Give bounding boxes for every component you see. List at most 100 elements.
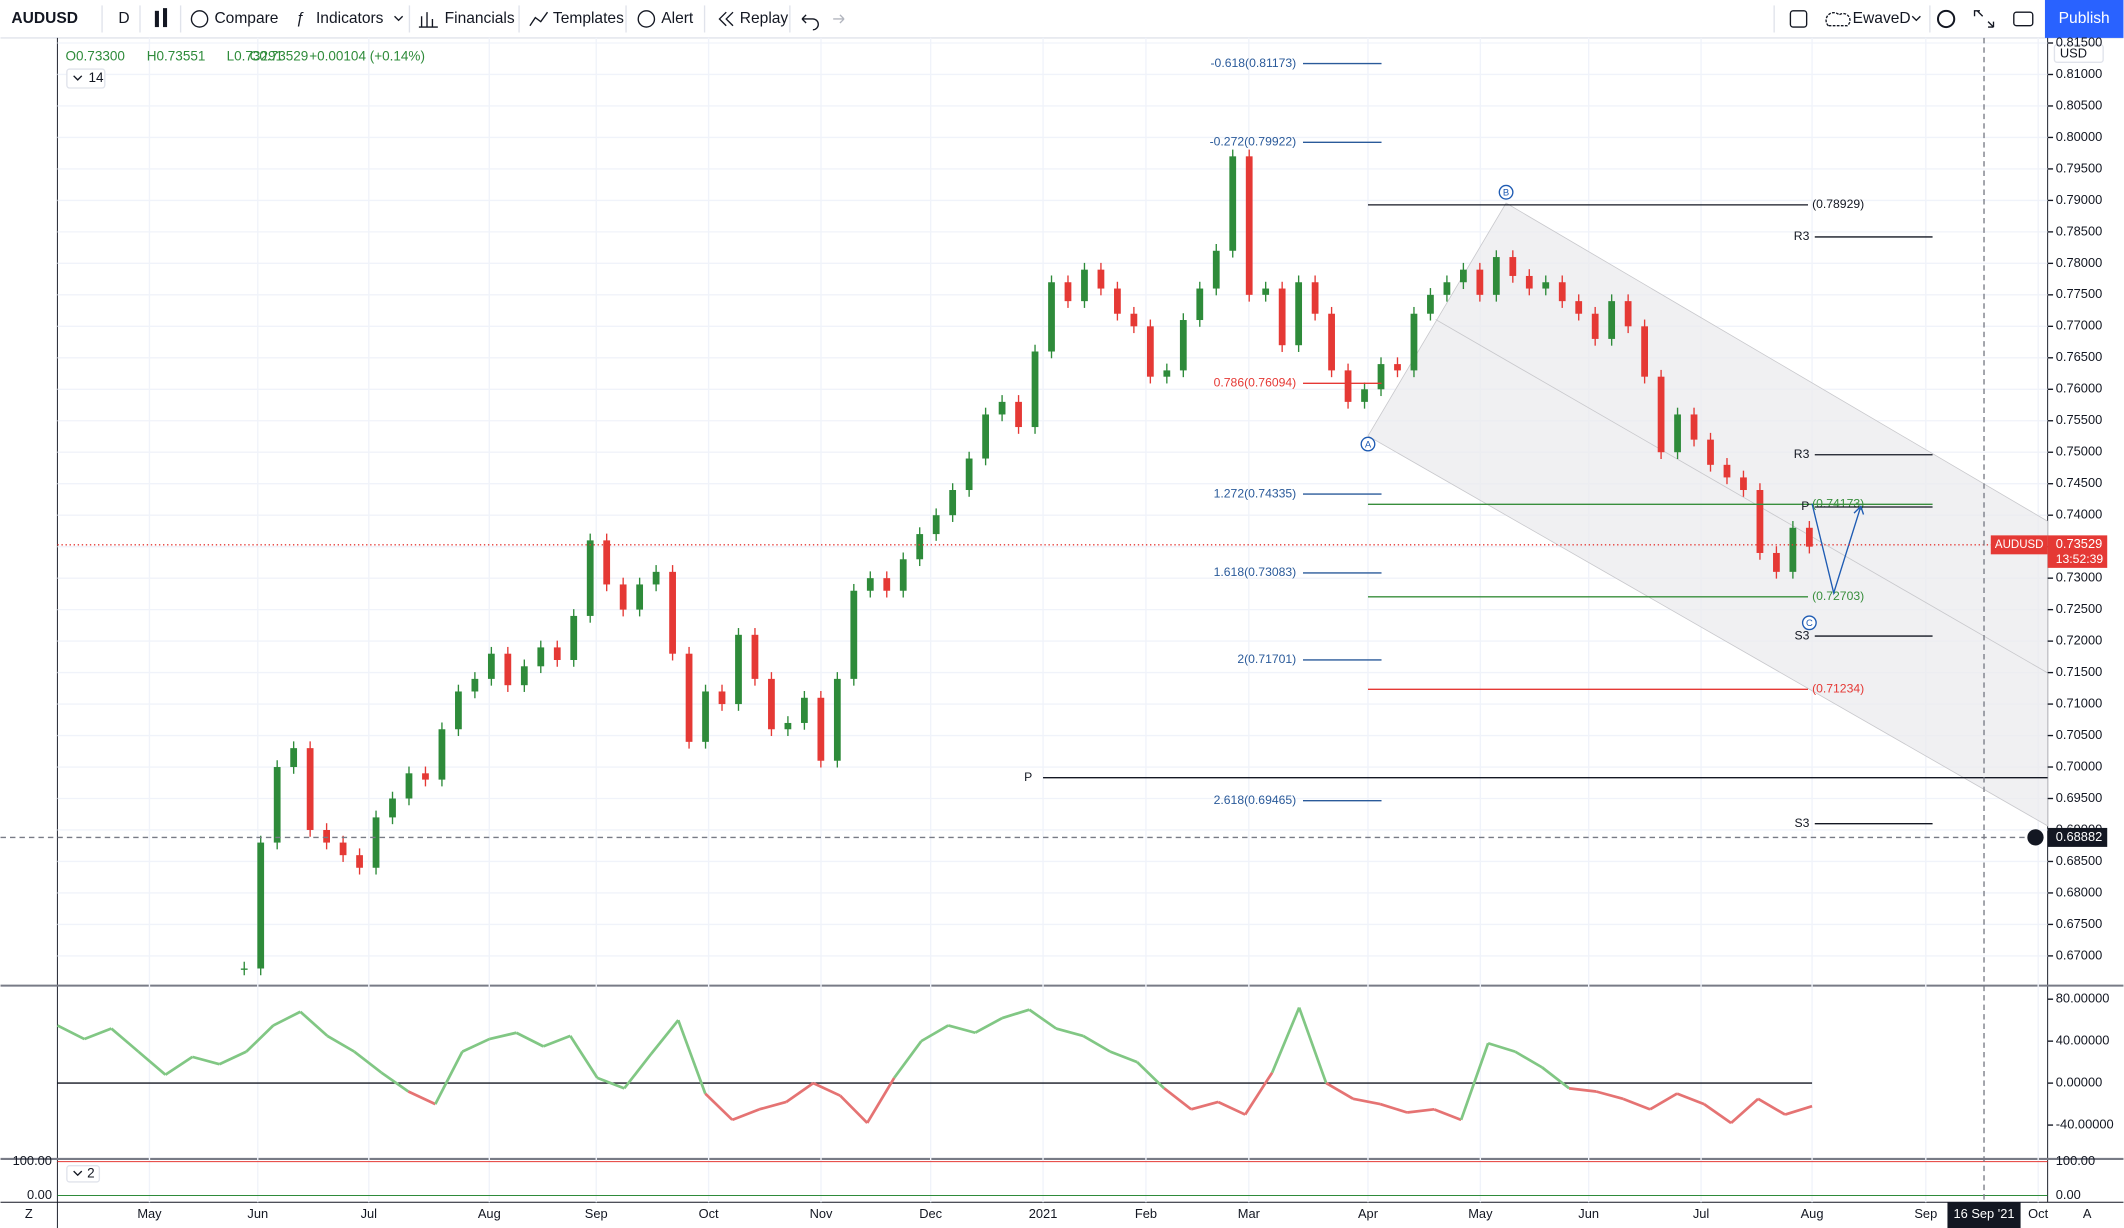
indicators-icon: ƒ — [296, 10, 305, 27]
osc-segment — [137, 1050, 167, 1076]
candle-body — [487, 653, 495, 679]
symbol-tag-label: AUDUSD — [1995, 539, 2044, 551]
candle-body — [389, 798, 396, 818]
currency[interactable]: USD — [2060, 46, 2087, 61]
x-tick-label: Apr — [1358, 1206, 1379, 1221]
osc-segment — [1514, 1050, 1543, 1069]
indicator-toggle[interactable] — [66, 68, 106, 89]
candle-body — [422, 773, 429, 780]
candle-body — [1328, 313, 1335, 371]
candle-body — [965, 458, 973, 491]
osc-segment — [920, 1024, 949, 1043]
stoch-tick-label-left: 100.00 — [13, 1153, 52, 1168]
fullscreen-toggle[interactable] — [1789, 10, 1808, 28]
candle-body — [1311, 282, 1319, 314]
grid — [57, 37, 2048, 1203]
redo-button[interactable] — [833, 14, 845, 24]
candle-body — [1130, 313, 1138, 327]
templates-button[interactable]: Templates — [553, 10, 624, 27]
osc-segment — [1244, 1071, 1274, 1116]
candle-body — [932, 515, 940, 535]
crosshair-price-label: 0.68882 — [2056, 829, 2102, 844]
crosshair-add[interactable] — [2027, 829, 2044, 846]
compare-button[interactable]: Compare — [214, 10, 278, 27]
snapshot-button[interactable] — [2013, 11, 2034, 27]
y-tick-label: 0.80000 — [2056, 129, 2102, 144]
y-tick-label: 0.75500 — [2056, 412, 2102, 427]
indicators-button[interactable]: Indicators — [316, 10, 384, 27]
osc-tick-label: 80.00000 — [2056, 991, 2110, 1006]
osc-tick-label: 40.00000 — [2056, 1033, 2110, 1048]
interval[interactable]: D — [118, 10, 129, 27]
candle-body — [1015, 401, 1022, 428]
osc-segment — [1082, 1034, 1111, 1053]
osc-segment — [1595, 1090, 1624, 1101]
candle-body — [1278, 288, 1286, 346]
osc-segment — [1757, 1097, 1786, 1116]
legend: O0.73300 H0.73551 L0.73291 C0.73529 +0.0… — [66, 48, 425, 1183]
candle-body — [801, 697, 808, 723]
osc-segment — [407, 1090, 436, 1106]
osc-segment — [1190, 1100, 1219, 1111]
osc-segment — [1379, 1102, 1408, 1114]
crosshair-date-label: 16 Sep '21 — [1953, 1206, 2014, 1221]
candle-body — [850, 590, 858, 679]
y-tick-label: 0.69500 — [2056, 790, 2102, 805]
candle-body — [240, 968, 248, 970]
candle-body — [1031, 351, 1039, 428]
candle-body — [1460, 269, 1467, 283]
y-tick-label: 0.74000 — [2056, 507, 2102, 522]
dropdown-arrow[interactable] — [394, 15, 404, 22]
candle-body — [998, 401, 1006, 415]
collapse-arrow — [73, 75, 83, 81]
osc-segment — [1109, 1050, 1138, 1064]
candle-body — [1443, 282, 1451, 295]
y-tick-label: 0.78000 — [2056, 255, 2102, 270]
candle-body — [636, 584, 644, 610]
symbol[interactable]: AUDUSD — [11, 10, 78, 27]
osc-segment — [110, 1027, 140, 1053]
fullscreen-button[interactable] — [1973, 10, 1995, 28]
candle-body — [1789, 527, 1797, 572]
candle-body — [1146, 326, 1154, 377]
dropdown-arrow[interactable] — [1911, 15, 1921, 22]
osc-segment — [434, 1051, 464, 1105]
financials-button[interactable]: Financials — [445, 10, 515, 27]
candle-body — [718, 691, 726, 705]
alert-icon — [637, 10, 656, 28]
y-tick-label: 0.72500 — [2056, 601, 2102, 616]
osc-segment — [461, 1037, 490, 1053]
candle-body — [784, 722, 792, 730]
financials-icon — [418, 12, 438, 28]
pivot-label: R3 — [1794, 229, 1810, 243]
fib-label: 2.618(0.69465) — [1214, 793, 1297, 807]
publish-button-bg[interactable] — [2044, 0, 2124, 38]
x-tick-label: Oct — [699, 1206, 719, 1221]
level-label: (0.72703) — [1812, 589, 1864, 603]
x-tick-label: Jul — [361, 1206, 377, 1221]
candle-body — [1707, 439, 1714, 465]
scale-auto[interactable]: A — [2083, 1206, 2092, 1221]
scale-z[interactable]: Z — [25, 1206, 33, 1221]
osc-segment — [1568, 1087, 1597, 1093]
y-tick-label: 0.67000 — [2056, 947, 2102, 962]
candle-body — [1740, 477, 1747, 491]
fib-label: 2(0.71701) — [1237, 652, 1296, 666]
undo-button[interactable] — [801, 14, 819, 31]
publish-button[interactable]: Publish — [2059, 10, 2110, 27]
alert-button[interactable]: Alert — [661, 10, 694, 27]
settings-button[interactable] — [1936, 9, 1956, 29]
candle-body — [438, 729, 446, 780]
pivot-label: P — [1801, 499, 1809, 513]
indicator-toggle[interactable] — [66, 1165, 101, 1183]
layout-name[interactable]: EwaveD — [1853, 10, 1911, 27]
currency-select[interactable] — [2053, 44, 2104, 63]
stoch-tick-label: 0.00 — [2056, 1187, 2081, 1202]
ohlc-high: H0.73551 — [147, 48, 206, 63]
x-tick-label: Aug — [478, 1206, 501, 1221]
replay-button[interactable]: Replay — [740, 10, 789, 27]
chart-type-icon[interactable] — [154, 10, 159, 28]
candle-body — [290, 748, 298, 768]
separators — [101, 5, 1931, 33]
